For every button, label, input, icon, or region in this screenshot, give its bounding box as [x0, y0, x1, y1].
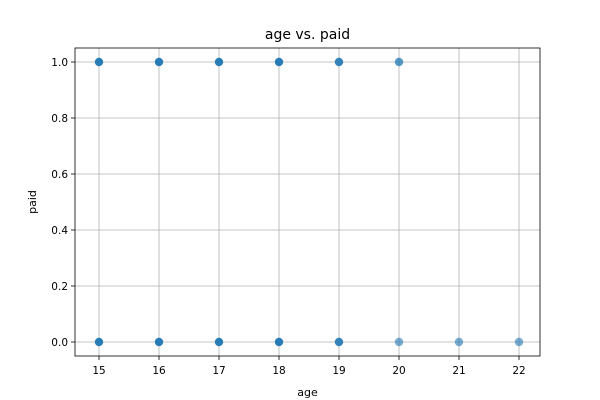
data-point	[274, 57, 284, 67]
data-point	[394, 57, 404, 67]
x-tick-label: 16	[152, 365, 166, 377]
axis-ticks: 15 16 17 18 19 20 21 22 0.0 0.2 0.4 0.6 0.8 1.0	[51, 57, 525, 377]
plot-frame	[74, 47, 541, 357]
x-axis-label: age	[297, 386, 318, 399]
y-tick-label: 0.2	[51, 281, 68, 293]
data-point	[334, 57, 344, 67]
x-tick-label: 15	[92, 365, 105, 377]
data-point	[454, 337, 464, 347]
data-point	[214, 337, 224, 347]
grid-lines	[75, 48, 540, 356]
data-point	[274, 337, 284, 347]
x-tick-label: 18	[272, 365, 285, 377]
y-tick-label: 1.0	[51, 57, 68, 69]
data-point	[154, 337, 164, 347]
data-point	[94, 337, 104, 347]
y-tick-label: 0.4	[51, 225, 68, 237]
data-point	[334, 337, 344, 347]
x-tick-label: 17	[212, 365, 225, 377]
data-point	[214, 57, 224, 67]
data-point	[94, 57, 104, 67]
y-tick-label: 0.8	[51, 113, 68, 125]
data-point	[514, 337, 524, 347]
x-tick-label: 21	[452, 365, 465, 377]
data-point	[154, 57, 164, 67]
x-tick-label: 20	[392, 365, 405, 377]
y-axis-label: paid	[26, 190, 39, 214]
y-tick-label: 0.0	[51, 337, 68, 349]
data-point	[394, 337, 404, 347]
y-tick-label: 0.6	[51, 169, 68, 181]
chart-title: age vs. paid	[265, 27, 350, 43]
x-tick-label: 22	[512, 365, 525, 377]
data-points	[94, 57, 524, 347]
x-tick-label: 19	[332, 365, 345, 377]
